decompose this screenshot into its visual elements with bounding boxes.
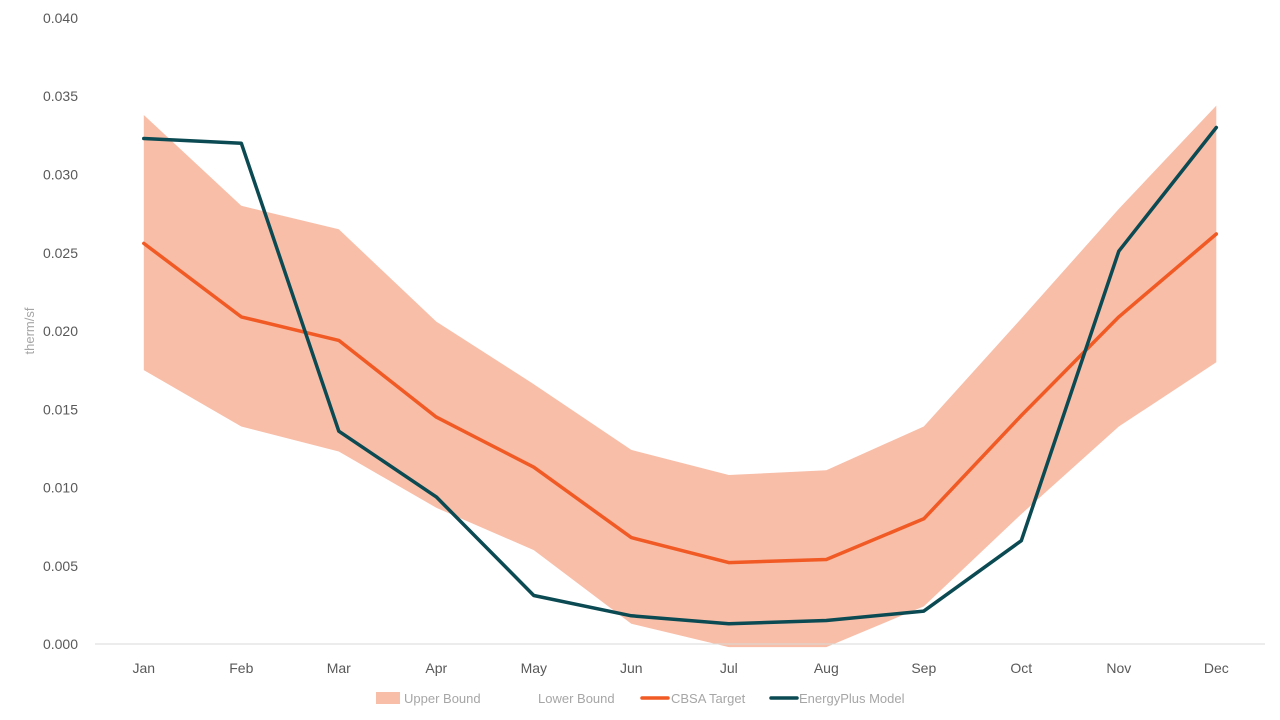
y-tick-label: 0.040 xyxy=(43,10,78,26)
legend-lower-bound-label: Lower Bound xyxy=(538,691,615,706)
x-tick-label: Apr xyxy=(425,660,447,676)
y-tick-label: 0.030 xyxy=(43,167,78,183)
y-tick-label: 0.020 xyxy=(43,323,78,339)
legend-cbsa-target-label: CBSA Target xyxy=(671,691,746,706)
x-tick-label: Mar xyxy=(327,660,351,676)
legend: Upper Bound Lower Bound CBSA Target Ener… xyxy=(376,691,905,706)
band-layer xyxy=(143,105,1217,648)
y-tick-label: 0.010 xyxy=(43,480,78,496)
series-line-energyplus-model xyxy=(142,125,1219,626)
series-layer xyxy=(142,125,1219,626)
x-tick-label: May xyxy=(521,660,547,676)
x-tick-label: Feb xyxy=(229,660,253,676)
x-tick-label: Sep xyxy=(911,660,936,676)
legend-upper-bound-label: Upper Bound xyxy=(404,691,481,706)
y-axis-title: therm/sf xyxy=(22,307,37,354)
band-area xyxy=(143,105,1217,648)
y-tick-label: 0.015 xyxy=(43,401,78,417)
x-tick-label: Jun xyxy=(620,660,643,676)
y-tick-label: 0.035 xyxy=(43,88,78,104)
x-tick-label: Nov xyxy=(1106,660,1131,676)
series-line-cbsa-target xyxy=(142,232,1219,565)
x-tick-label: Dec xyxy=(1204,660,1229,676)
y-tick-label: 0.005 xyxy=(43,558,78,574)
x-tick-label: Aug xyxy=(814,660,839,676)
y-tick-label: 0.000 xyxy=(43,636,78,652)
x-tick-label: Jul xyxy=(720,660,738,676)
x-tick-label: Jan xyxy=(133,660,156,676)
legend-energyplus-model-label: EnergyPlus Model xyxy=(799,691,905,706)
x-tick-label: Oct xyxy=(1010,660,1032,676)
legend-upper-bound-swatch xyxy=(376,692,400,704)
y-tick-labels: 0.000 0.005 0.010 0.015 0.020 0.025 0.030 0.035… xyxy=(43,10,78,652)
y-tick-label: 0.025 xyxy=(43,245,78,261)
x-tick-labels: Jan Feb Mar Apr May Jun Jul Aug Sep Oct Nov Dec xyxy=(133,660,1229,676)
